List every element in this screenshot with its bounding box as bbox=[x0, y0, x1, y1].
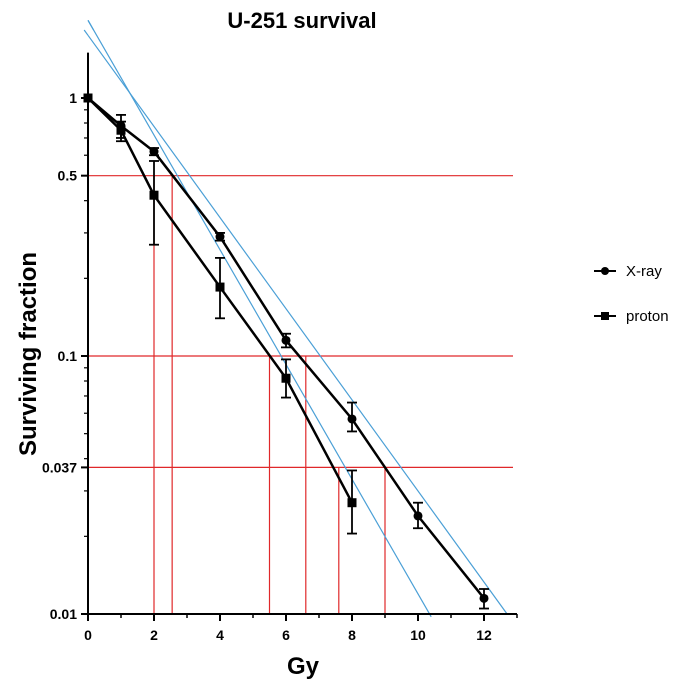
point-xray-6 bbox=[413, 511, 423, 521]
series-line-0 bbox=[87, 97, 485, 600]
point-proton-0 bbox=[83, 93, 93, 103]
point-xray-7 bbox=[479, 593, 489, 603]
chart-title: U-251 survival bbox=[227, 8, 376, 33]
legend-label-proton: proton bbox=[626, 308, 669, 325]
point-proton-4 bbox=[281, 373, 291, 383]
point-proton-2 bbox=[149, 190, 159, 200]
fit-line-1 bbox=[87, 34, 508, 615]
x-tick-label-2: 4 bbox=[216, 627, 224, 643]
series-line-1 bbox=[87, 97, 354, 504]
x-tick-label-0: 0 bbox=[84, 627, 92, 643]
legend-marker-circle bbox=[601, 267, 609, 275]
point-xray-4 bbox=[281, 335, 291, 345]
legend-entry-proton: proton bbox=[594, 308, 669, 325]
point-xray-5 bbox=[347, 414, 357, 424]
x-axis-label: Gy bbox=[287, 653, 320, 680]
point-proton-1 bbox=[116, 125, 126, 135]
fit-lines bbox=[83, 20, 508, 618]
y-tick-label-4: 1 bbox=[69, 90, 77, 106]
point-proton-5 bbox=[347, 498, 357, 508]
series-lines bbox=[87, 97, 485, 600]
point-proton-3 bbox=[215, 282, 225, 292]
reference-lines bbox=[88, 175, 513, 614]
y-tick-label-0: 0.01 bbox=[50, 606, 77, 622]
point-xray-2 bbox=[149, 147, 159, 157]
y-tick-label-3: 0.5 bbox=[58, 168, 78, 184]
fit-line-0 bbox=[87, 20, 432, 618]
x-tick-label-1: 2 bbox=[150, 627, 158, 643]
y-tick-label-1: 0.037 bbox=[42, 459, 77, 475]
x-tick-label-6: 12 bbox=[476, 627, 492, 643]
x-tick-label-4: 8 bbox=[348, 627, 356, 643]
data-markers bbox=[83, 93, 489, 603]
legend-entry-xray: X-ray bbox=[594, 263, 662, 280]
fit-line-ext-1 bbox=[83, 29, 89, 36]
legend-marker-square bbox=[601, 312, 609, 320]
x-tick-label-3: 6 bbox=[282, 627, 290, 643]
fit-line-ext-0 bbox=[87, 20, 95, 31]
y-tick-label-2: 0.1 bbox=[58, 348, 78, 364]
legend-label-xray: X-ray bbox=[626, 263, 662, 280]
y-axis-label: Surviving fraction bbox=[15, 252, 42, 456]
axes: 0 2 4 6 8 10 12 0.01 0.037 0.1 0.5 1 bbox=[42, 52, 518, 643]
point-xray-3 bbox=[215, 232, 225, 242]
x-tick-label-5: 10 bbox=[410, 627, 426, 643]
legend: X-ray proton bbox=[594, 263, 669, 325]
